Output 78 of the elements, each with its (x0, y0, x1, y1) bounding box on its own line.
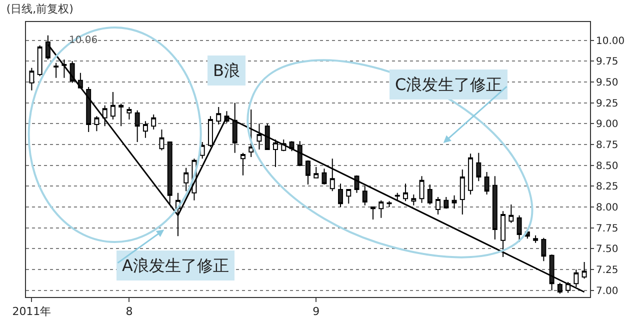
candlestick (394, 192, 400, 201)
y-tick-label: 7.00 (596, 286, 618, 297)
candlestick (306, 160, 310, 185)
candlestick (346, 189, 352, 204)
candlestick (62, 59, 67, 78)
candlestick (362, 186, 368, 206)
y-tick-label: 7.75 (596, 223, 618, 234)
candlestick (419, 176, 424, 204)
candlestick (444, 196, 449, 210)
candlestick (582, 262, 587, 280)
candlestick (37, 44, 42, 77)
candlestick (557, 282, 562, 294)
candlestick (151, 114, 156, 130)
candlestick (378, 200, 384, 218)
candlestick (330, 158, 335, 192)
candlestick (240, 152, 246, 176)
candlestick (322, 168, 327, 185)
annotation: A浪发生了修正 (122, 256, 229, 275)
annotation: C浪发生了修正 (395, 75, 502, 94)
candlestick (167, 142, 172, 204)
candlestick (102, 104, 108, 127)
candlestick (54, 62, 59, 78)
candlestick (484, 172, 490, 195)
candlestick (403, 183, 408, 202)
candlestick (411, 194, 416, 206)
candlestick (110, 92, 116, 120)
candlestick (314, 166, 319, 178)
y-tick-label: 10.00 (596, 36, 625, 47)
candlestick (29, 67, 34, 91)
candlestick (492, 176, 498, 240)
y-tick-label: 9.75 (596, 56, 618, 68)
candlestick (452, 194, 457, 210)
y-tick-label: 9.25 (596, 98, 618, 110)
y-tick-label: 8.75 (596, 140, 618, 151)
y-tick-label: 9.50 (596, 78, 618, 88)
y-tick-label: 8.00 (596, 202, 618, 214)
candlestick (500, 210, 506, 258)
y-tick-label: 8.25 (596, 182, 618, 193)
candlestick (370, 206, 376, 220)
x-tick-label: 2011年 (12, 305, 52, 318)
candlestick (297, 140, 302, 167)
candlestick (208, 116, 213, 148)
candlestick (476, 152, 482, 182)
candlestick (273, 139, 278, 168)
candlestick (134, 110, 140, 142)
candlestick (427, 184, 432, 205)
y-tick-label: 7.50 (596, 244, 618, 256)
candlestick (516, 214, 522, 242)
candlestick (386, 200, 392, 208)
y-tick-label: 9.00 (596, 119, 618, 130)
candlestick (533, 234, 538, 244)
y-tick-label: 7.25 (596, 265, 618, 276)
annotation: B浪 (213, 61, 240, 80)
x-tick-label: 9 (312, 305, 320, 318)
candlestick (159, 129, 164, 151)
candlestick (541, 237, 546, 262)
candlestick (232, 102, 238, 154)
candlestick (574, 269, 579, 288)
candlestick (248, 109, 254, 158)
candlestick (354, 174, 360, 194)
candlestick (216, 106, 222, 125)
candlestick (338, 183, 343, 208)
y-tick-label: 8.50 (596, 160, 618, 172)
candlestick (118, 103, 124, 127)
candlestick (460, 169, 465, 215)
candlestick (126, 106, 132, 120)
candlestick (142, 120, 148, 138)
candlestick (256, 123, 262, 150)
candlestick (468, 153, 474, 195)
chart-title: (日线,前复权) (6, 2, 74, 16)
candlestick (264, 123, 270, 150)
x-tick-label: 8 (126, 305, 133, 318)
annotation: 10.06 (69, 35, 98, 46)
candlestick (94, 116, 100, 132)
candlestick (436, 196, 441, 215)
candlestick (508, 204, 514, 224)
candlestick (86, 86, 92, 132)
candlestick (184, 167, 189, 192)
